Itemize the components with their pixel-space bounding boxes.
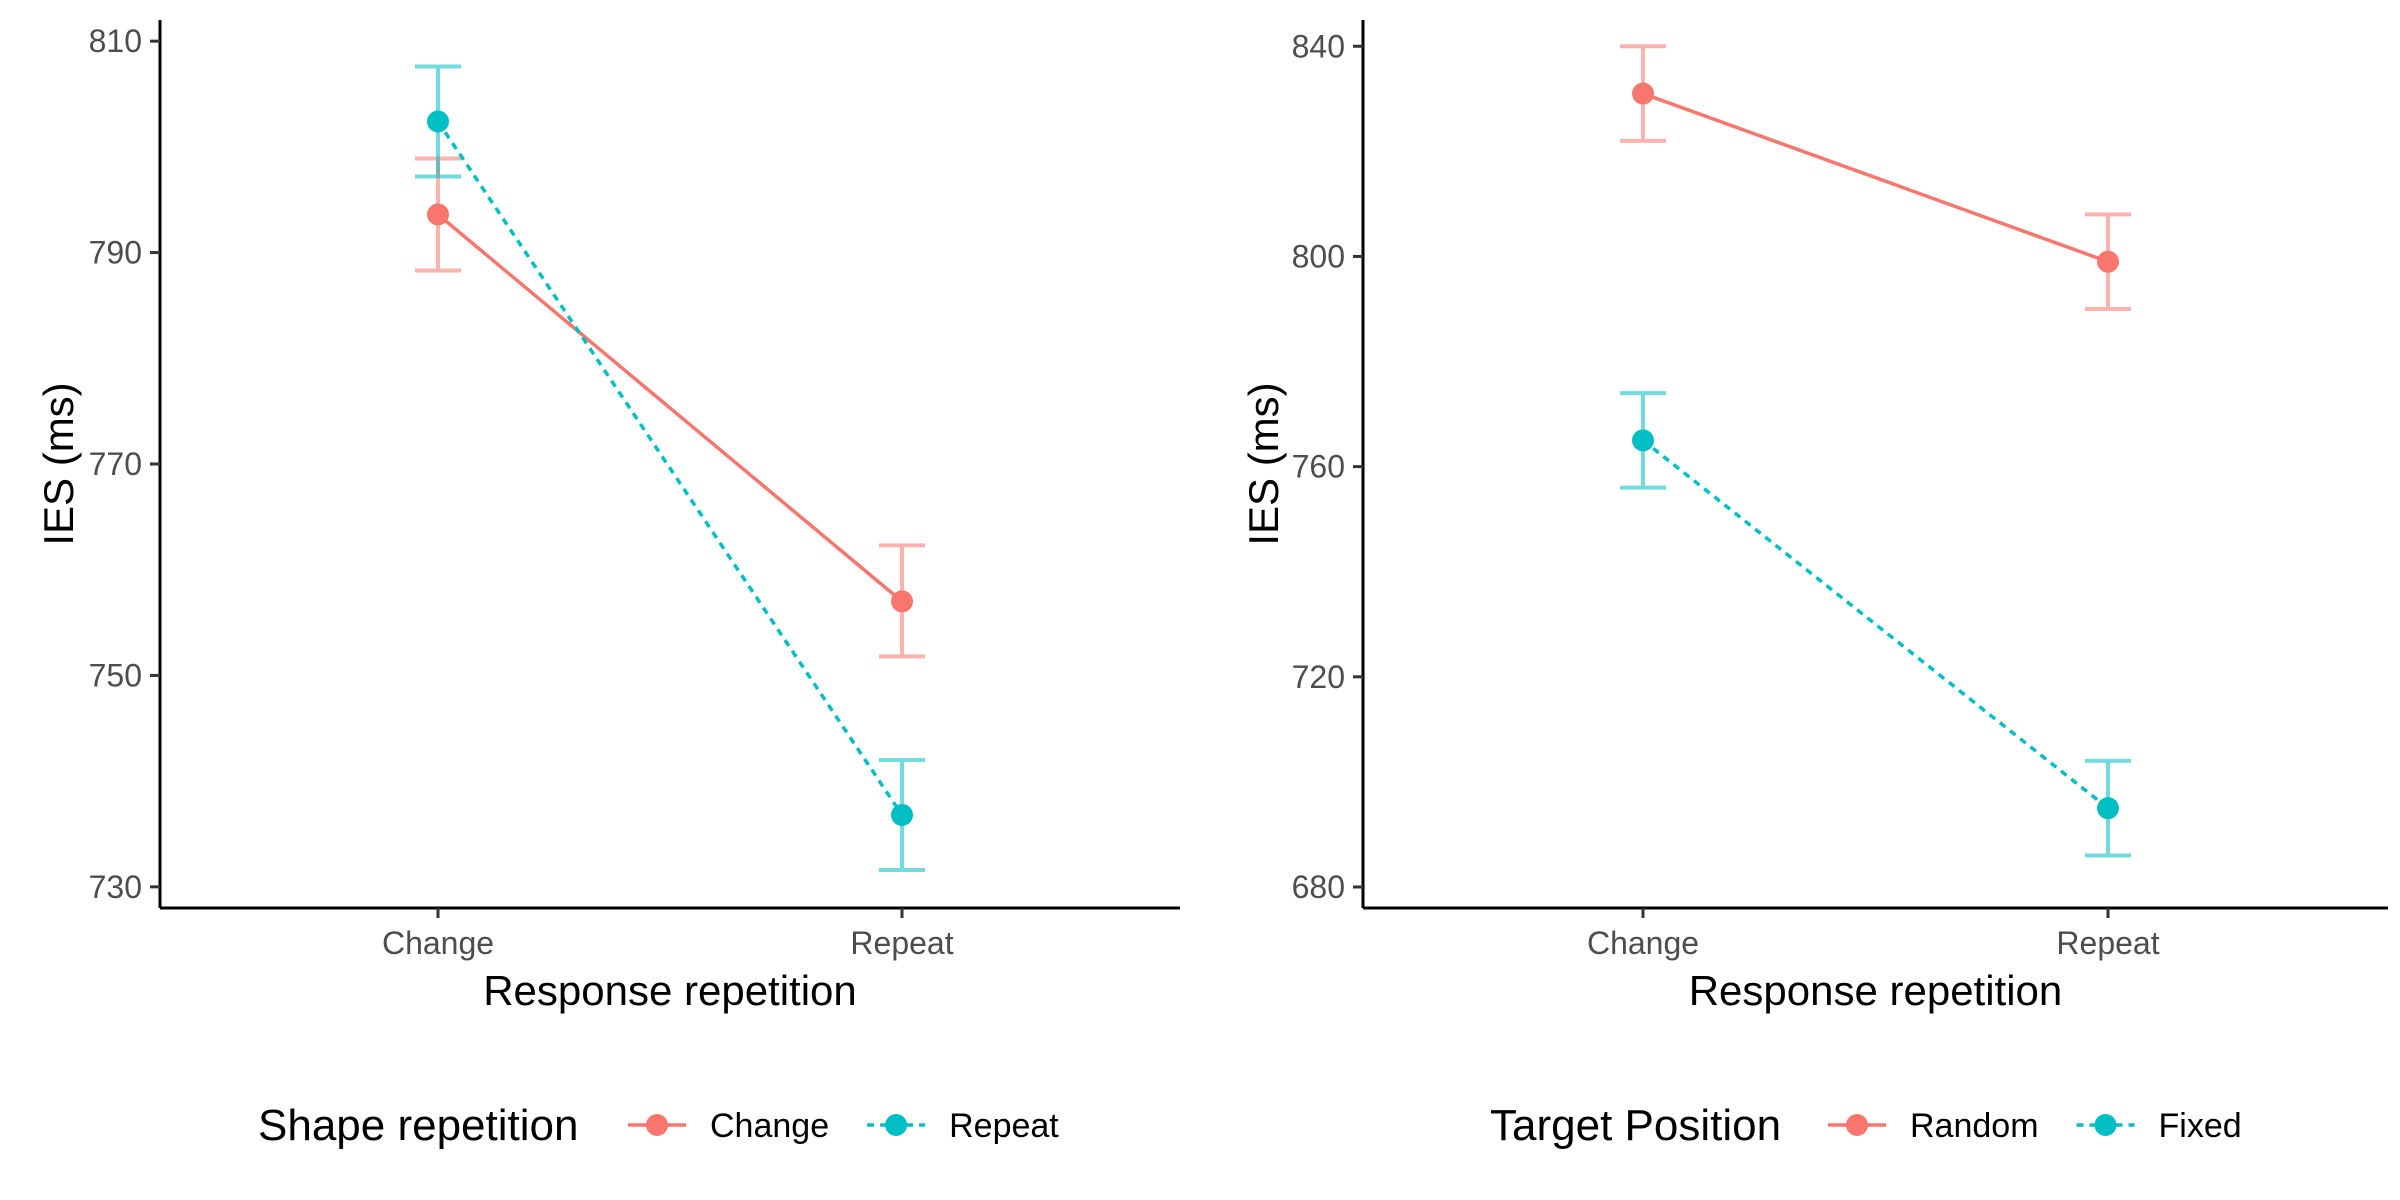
chart-panel-2: 680 720 760 800 840 Change Repeat Response repe… xyxy=(1240,20,2388,1150)
y-tick-label: 760 xyxy=(1292,449,1345,485)
legend-label: Change xyxy=(710,1107,829,1145)
data-point xyxy=(427,110,449,133)
legend-title: Target Position xyxy=(1490,1101,1781,1150)
series-fixed xyxy=(1620,391,2131,858)
data-point xyxy=(2097,797,2119,820)
legend-key-point xyxy=(885,1114,908,1136)
y-tick-label: 750 xyxy=(89,657,142,693)
y-tick-label: 840 xyxy=(1292,28,1345,64)
x-tick-label: Repeat xyxy=(2056,925,2159,961)
y-axis-title: IES (ms) xyxy=(1240,382,1287,545)
series-random xyxy=(1620,44,2131,311)
data-point xyxy=(2097,250,2119,273)
chart-panel-1: 730 750 770 790 810 Change Repeat Response repe… xyxy=(35,20,1180,1150)
legend-key-point xyxy=(646,1114,668,1136)
legend: Shape repetition Change Repeat xyxy=(258,1101,1059,1150)
legend: Target Position Random Fixed xyxy=(1490,1101,2242,1150)
x-axis-title: Response repetition xyxy=(1689,967,2063,1014)
series-line xyxy=(1641,438,2110,810)
series-repeat xyxy=(415,64,925,872)
legend-key-point xyxy=(1846,1114,1868,1136)
y-tick-label: 810 xyxy=(89,23,142,59)
series-line xyxy=(436,213,904,603)
legend-key-point xyxy=(2094,1114,2117,1136)
data-point xyxy=(1632,429,1654,452)
y-tick-label: 680 xyxy=(1292,869,1345,905)
y-tick-label: 730 xyxy=(89,869,142,905)
x-tick-label: Change xyxy=(1587,925,1699,961)
data-point xyxy=(891,803,913,826)
y-axis-title: IES (ms) xyxy=(35,382,82,545)
series-line xyxy=(1642,91,2109,264)
legend-label: Fixed xyxy=(2159,1107,2242,1145)
y-tick-label: 770 xyxy=(89,446,142,482)
legend-title: Shape repetition xyxy=(258,1101,578,1150)
data-point xyxy=(1632,82,1654,105)
y-tick-label: 800 xyxy=(1292,238,1345,274)
legend-label: Repeat xyxy=(949,1107,1059,1145)
y-tick-label: 790 xyxy=(89,235,142,271)
legend-label: Random xyxy=(1910,1107,2039,1145)
data-point xyxy=(891,590,913,613)
y-tick-label: 720 xyxy=(1292,659,1345,695)
x-tick-label: Change xyxy=(382,925,494,961)
x-axis-title: Response repetition xyxy=(483,967,857,1014)
x-tick-label: Repeat xyxy=(850,925,953,961)
series-line xyxy=(436,120,904,816)
series-change xyxy=(415,156,925,659)
data-point xyxy=(427,203,449,226)
